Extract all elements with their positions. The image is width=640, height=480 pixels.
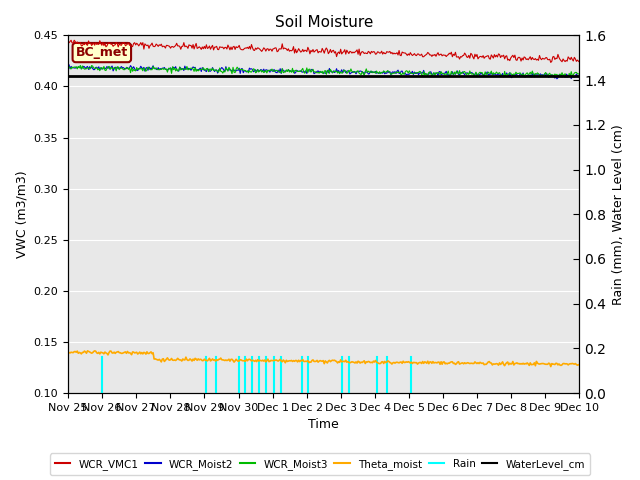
- Title: Soil Moisture: Soil Moisture: [275, 15, 373, 30]
- X-axis label: Time: Time: [308, 419, 339, 432]
- Y-axis label: VWC (m3/m3): VWC (m3/m3): [15, 170, 28, 258]
- Legend: WCR_VMC1, WCR_Moist2, WCR_Moist3, Theta_moist, Rain, WaterLevel_cm: WCR_VMC1, WCR_Moist2, WCR_Moist3, Theta_…: [49, 454, 591, 475]
- Y-axis label: Rain (mm), Water Level (cm): Rain (mm), Water Level (cm): [612, 124, 625, 305]
- Text: BC_met: BC_met: [76, 46, 128, 59]
